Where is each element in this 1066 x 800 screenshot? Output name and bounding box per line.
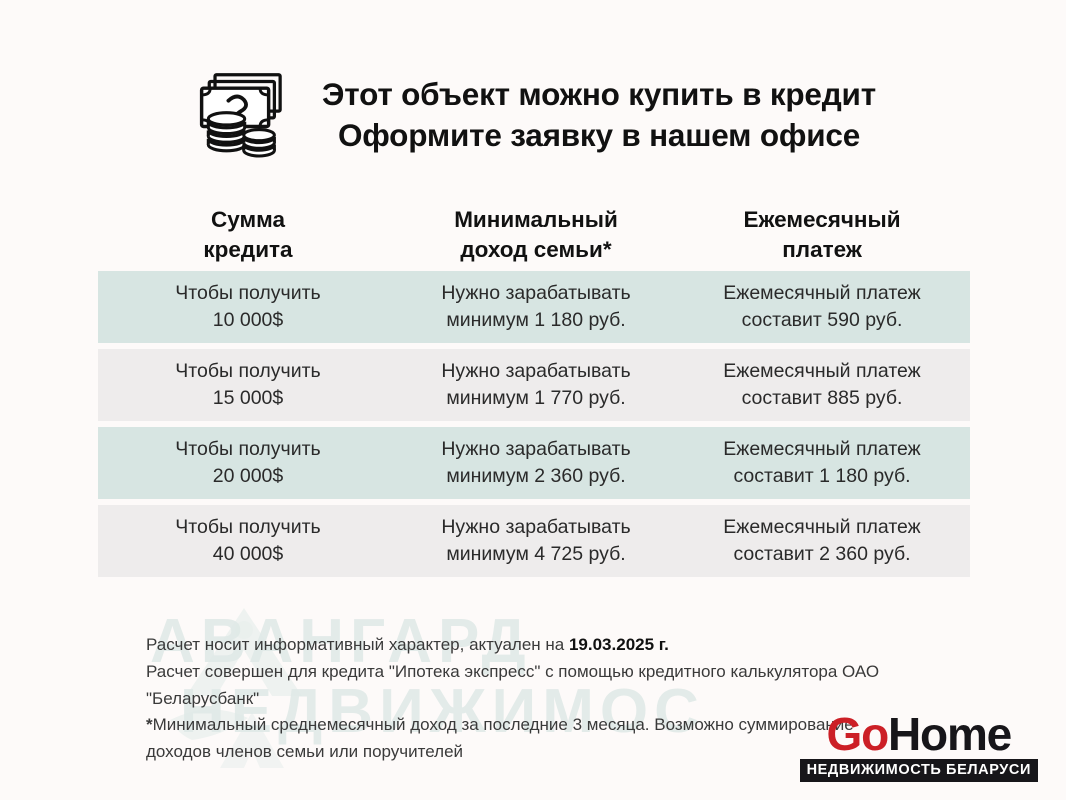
gohome-logo-home: Home	[888, 707, 1012, 760]
footnote-line-2: Расчет совершен для кредита "Ипотека экс…	[146, 661, 880, 681]
gohome-logo-go: Go	[826, 707, 890, 760]
cell-monthly-payment-line2: составит 885 руб.	[741, 387, 903, 409]
footnote-income-note: Минимальный среднемесячный доход за посл…	[152, 715, 854, 735]
cell-loan-amount: Чтобы получить 15 000$	[98, 358, 398, 412]
cell-monthly-payment: Ежемесячный платеж составит 590 руб.	[674, 280, 970, 334]
column-header-loan-amount-line2: кредита	[203, 237, 293, 263]
cell-monthly-payment-line2: составит 590 руб.	[741, 309, 903, 331]
cell-loan-amount-line2: 15 000$	[212, 387, 284, 409]
column-header-loan-amount: Сумма кредита	[98, 205, 398, 271]
cell-loan-amount-line1: Чтобы получить	[175, 282, 321, 305]
cell-monthly-payment: Ежемесячный платеж составит 1 180 руб.	[674, 436, 970, 490]
gohome-logo[interactable]: GoHome НЕДВИЖИМОСТЬ БЕЛАРУСИ	[799, 711, 1038, 782]
cell-monthly-payment-line1: Ежемесячный платеж	[723, 282, 921, 305]
cell-min-income-line1: Нужно зарабатывать	[441, 516, 631, 539]
title-block: Этот объект можно купить в кредит Оформи…	[322, 74, 876, 157]
cell-loan-amount-line1: Чтобы получить	[175, 516, 321, 539]
footnote-date: 19.03.2025 г.	[568, 635, 669, 654]
cell-min-income: Нужно зарабатывать минимум 4 725 руб.	[398, 514, 674, 568]
gohome-logo-tagline: НЕДВИЖИМОСТЬ БЕЛАРУСИ	[799, 759, 1038, 782]
title-line-1: Этот объект можно купить в кредит	[322, 75, 876, 112]
footnote-relevance-text: Расчет носит информативный характер, акт…	[146, 635, 569, 654]
footnote-line-4: *Минимальный среднемесячный доход за пос…	[146, 712, 936, 738]
table-row: Чтобы получить 40 000$ Нужно зарабатыват…	[98, 505, 970, 577]
column-header-monthly-payment-line1: Ежемесячный	[743, 207, 901, 232]
cell-monthly-payment: Ежемесячный платеж составит 885 руб.	[674, 358, 970, 412]
table-row: Чтобы получить 20 000$ Нужно зарабатыват…	[98, 427, 970, 499]
footnote-asterisk: *	[146, 715, 153, 735]
table-row: Чтобы получить 15 000$ Нужно зарабатыват…	[98, 349, 970, 421]
cell-min-income: Нужно зарабатывать минимум 2 360 руб.	[398, 436, 674, 490]
column-header-monthly-payment-line2: платеж	[782, 237, 862, 263]
footnote-line-1: Расчет носит информативный характер, акт…	[146, 632, 936, 658]
column-header-min-income: Минимальный доход семьи*	[398, 205, 674, 271]
money-stack-coins-icon	[199, 73, 282, 158]
table-row: Чтобы получить 10 000$ Нужно зарабатыват…	[98, 271, 970, 343]
cell-monthly-payment-line1: Ежемесячный платеж	[723, 438, 921, 461]
cell-min-income-line1: Нужно зарабатывать	[441, 438, 631, 461]
cell-min-income-line2: минимум 1 180 руб.	[446, 309, 626, 331]
cell-monthly-payment: Ежемесячный платеж составит 2 360 руб.	[674, 514, 970, 568]
column-header-monthly-payment: Ежемесячный платеж	[674, 205, 970, 271]
cell-loan-amount: Чтобы получить 40 000$	[98, 514, 398, 568]
gohome-logo-wordmark: GoHome	[800, 711, 1038, 757]
cell-loan-amount-line2: 10 000$	[212, 309, 284, 331]
cell-min-income-line2: минимум 4 725 руб.	[446, 543, 626, 565]
header: Этот объект можно купить в кредит Оформи…	[0, 60, 1066, 170]
cell-min-income: Нужно зарабатывать минимум 1 180 руб.	[398, 280, 674, 334]
cell-monthly-payment-line1: Ежемесячный платеж	[723, 360, 921, 383]
cell-loan-amount: Чтобы получить 10 000$	[98, 280, 398, 334]
cell-loan-amount-line2: 20 000$	[212, 465, 284, 487]
title-line-2: Оформите заявку в нашем офисе	[337, 117, 861, 153]
column-header-loan-amount-line1: Сумма	[211, 207, 285, 232]
cell-min-income-line2: минимум 2 360 руб.	[446, 465, 626, 487]
cell-monthly-payment-line1: Ежемесячный платеж	[723, 516, 921, 539]
cell-min-income-line2: минимум 1 770 руб.	[446, 387, 626, 409]
cell-min-income-line1: Нужно зарабатывать	[441, 282, 631, 305]
footnote-line-3: "Беларусбанк"	[146, 688, 260, 708]
cell-min-income-line1: Нужно зарабатывать	[441, 360, 631, 383]
cell-monthly-payment-line2: составит 1 180 руб.	[733, 465, 911, 487]
column-header-min-income-line2: доход семьи*	[460, 237, 612, 263]
table-header-row: Сумма кредита Минимальный доход семьи* Е…	[98, 205, 970, 271]
credit-table: Сумма кредита Минимальный доход семьи* Е…	[98, 205, 970, 583]
cell-monthly-payment-line2: составит 2 360 руб.	[733, 543, 911, 565]
cell-min-income: Нужно зарабатывать минимум 1 770 руб.	[398, 358, 674, 412]
cell-loan-amount-line2: 40 000$	[212, 543, 284, 565]
cell-loan-amount-line1: Чтобы получить	[175, 438, 321, 461]
cell-loan-amount: Чтобы получить 20 000$	[98, 436, 398, 490]
column-header-min-income-line1: Минимальный	[454, 207, 618, 232]
cell-loan-amount-line1: Чтобы получить	[175, 360, 321, 383]
